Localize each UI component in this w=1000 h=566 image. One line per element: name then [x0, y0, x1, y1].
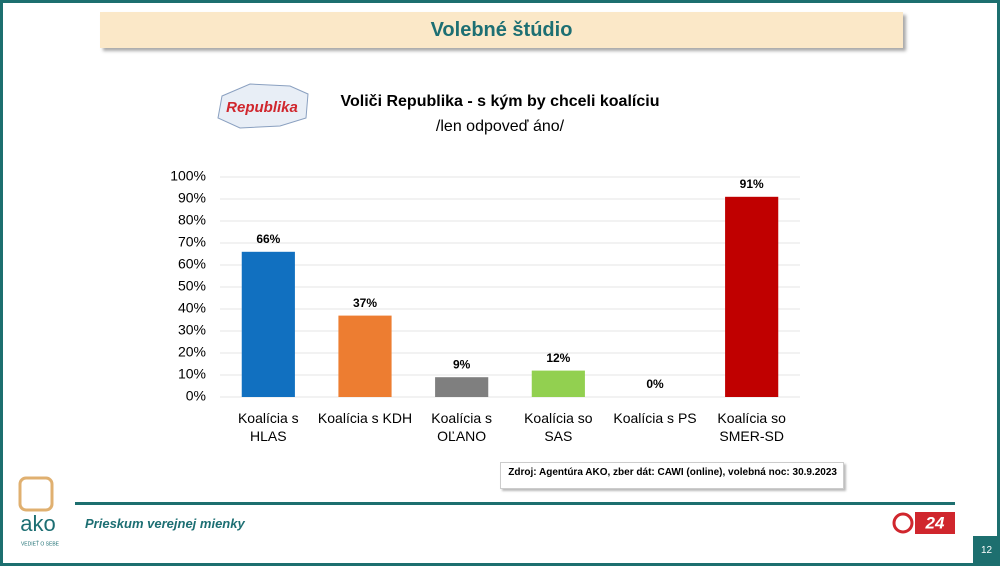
tv-logo: 24 — [892, 512, 955, 534]
value-label: 66% — [256, 232, 280, 246]
y-tick-label: 100% — [170, 168, 206, 184]
chart-title: Voliči Republika - s kým by chceli koalí… — [341, 93, 660, 110]
bar — [241, 251, 295, 397]
x-tick-label: Koalícia s KDH — [317, 410, 413, 426]
source-note: Zdroj: Agentúra AKO, zber dát: CAWI (onl… — [500, 462, 844, 489]
y-tick-label: 20% — [178, 344, 206, 360]
bar — [435, 377, 489, 397]
ako-text: ako — [20, 511, 55, 536]
x-tick-label: Koalícia so SAS — [524, 410, 593, 444]
bar — [531, 370, 585, 397]
y-tick-label: 60% — [178, 256, 206, 272]
value-label: 9% — [453, 357, 471, 371]
x-tick-label: Koalícia so SMER-SD — [717, 410, 786, 444]
bar — [725, 196, 779, 397]
page-number: 12 — [973, 536, 1000, 566]
value-label: 37% — [353, 296, 377, 310]
y-tick-label: 0% — [186, 388, 206, 404]
y-tick-label: 40% — [178, 300, 206, 316]
logo-text: Republika — [226, 99, 298, 116]
bar — [338, 315, 392, 397]
value-label: 0% — [646, 377, 664, 391]
y-tick-label: 70% — [178, 234, 206, 250]
value-label: 12% — [546, 351, 570, 365]
y-tick-label: 80% — [178, 212, 206, 228]
tv-text: 24 — [925, 513, 945, 532]
value-label: 91% — [740, 177, 764, 191]
republika-logo: Republika — [217, 83, 309, 129]
y-tick-label: 30% — [178, 322, 206, 338]
x-tick-label: Koalícia s PS — [613, 410, 697, 426]
ako-tagline: VEDIEŤ O SEBE — [21, 539, 60, 547]
footer-rule — [75, 502, 955, 505]
footer-text: Prieskum verejnej mienky — [85, 516, 245, 531]
x-tick-label: Koalícia s HLAS — [237, 410, 299, 444]
header-title: Volebné štúdio — [100, 12, 903, 48]
chart-subtitle: /len odpoveď áno/ — [436, 118, 565, 135]
x-tick-label: Koalícia s OĽANO — [431, 410, 492, 444]
y-tick-label: 50% — [178, 278, 206, 294]
y-tick-label: 10% — [178, 366, 206, 382]
ako-logo: ako VEDIEŤ O SEBE — [18, 476, 60, 547]
y-tick-label: 90% — [178, 190, 206, 206]
